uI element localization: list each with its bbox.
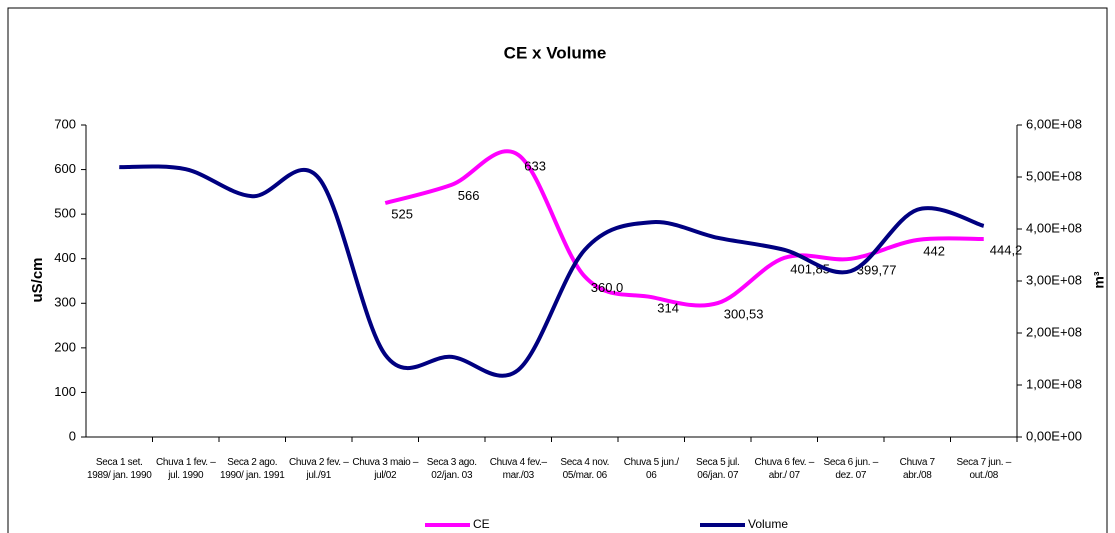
x-tick-label: Seca 3 ago. 02/jan. 03	[426, 457, 477, 481]
data-label: 525	[391, 206, 413, 221]
y-tick-label: 700	[54, 116, 76, 131]
chart-title: CE x Volume	[504, 43, 607, 62]
x-tick-label: Seca 4 nov. 05/mar. 06	[560, 457, 610, 481]
y2-tick-label: 1,00E+08	[1026, 376, 1082, 391]
x-tick-label: Seca 7 jun. – out./08	[956, 457, 1012, 481]
y2-tick-label: 4,00E+08	[1026, 220, 1082, 235]
y-tick-label: 500	[54, 206, 76, 221]
x-tick-label: Seca 1 set. 1989/ jan. 1990	[87, 457, 152, 481]
data-label: 300,53	[724, 306, 764, 321]
x-tick-label: Chuva 5 jun./ 06	[623, 457, 679, 481]
data-label: 399,77	[857, 262, 897, 277]
legend-label: CE	[473, 517, 490, 531]
y2-tick-label: 6,00E+08	[1026, 116, 1082, 131]
x-tick-label: Chuva 7 abr./08	[899, 457, 935, 481]
y2-axis-label: m³	[1091, 271, 1107, 288]
y-tick-label: 0	[69, 428, 76, 443]
y2-tick-label: 0,00E+00	[1026, 428, 1082, 443]
data-label: 444,2	[990, 242, 1023, 257]
data-label: 314	[657, 300, 679, 315]
y2-tick-label: 2,00E+08	[1026, 324, 1082, 339]
x-tick-label: Chuva 3 maio – jul/02	[352, 457, 419, 481]
y-axis-label: uS/cm	[29, 257, 46, 302]
data-label: 566	[458, 188, 480, 203]
y-tick-label: 300	[54, 295, 76, 310]
data-label: 633	[524, 158, 546, 173]
x-tick-label: Seca 2 ago. 1990/ jan. 1991	[220, 457, 285, 481]
x-tick-label: Chuva 2 fev. – jul./91	[288, 457, 349, 481]
data-label: 442	[923, 243, 945, 258]
y-tick-label: 200	[54, 339, 76, 354]
y2-tick-label: 3,00E+08	[1026, 272, 1082, 287]
x-tick-label: Seca 5 jul. 06/jan. 07	[696, 457, 740, 481]
legend-label: Volume	[748, 517, 788, 531]
x-tick-label: Chuva 4 fev.– mar./03	[489, 457, 547, 481]
y2-tick-label: 5,00E+08	[1026, 168, 1082, 183]
series-line	[119, 164, 985, 378]
y-tick-label: 600	[54, 161, 76, 176]
data-label: 360,0	[591, 280, 624, 295]
x-tick-label: Seca 6 jun. – dez. 07	[823, 457, 879, 481]
x-tick-label: Chuva 1 fev. – jul. 1990	[155, 457, 216, 481]
y-tick-label: 400	[54, 250, 76, 265]
x-tick-label: Chuva 6 fev. – abr./ 07	[754, 457, 815, 481]
chart-border	[7, 7, 1108, 533]
y-tick-label: 100	[54, 384, 76, 399]
